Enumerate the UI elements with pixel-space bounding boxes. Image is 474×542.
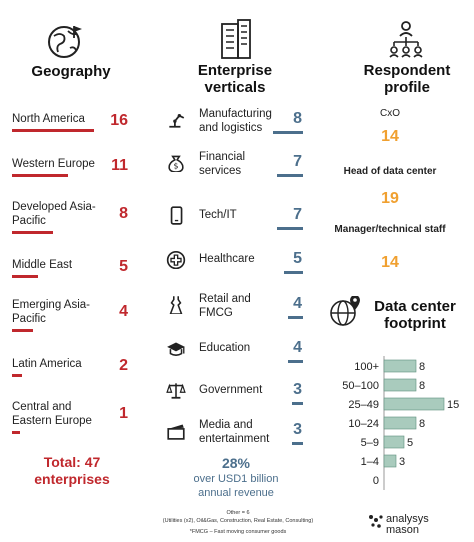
vertical-bar xyxy=(276,227,303,230)
analysys-mason-logo-icon xyxy=(368,514,384,530)
location-network-icon xyxy=(326,296,360,332)
vertical-label: Healthcare xyxy=(199,253,255,265)
respondent-title: Respondent profile xyxy=(363,62,451,96)
footprint-tick-label: 25–49 xyxy=(348,399,379,411)
revenue-text: over USD1 billion annual revenue xyxy=(193,473,279,499)
geography-value: 2 xyxy=(119,357,128,374)
vertical-bar xyxy=(284,271,303,274)
vertical-value: 3 xyxy=(293,421,302,438)
analysys-mason-logo-text: analysys mason xyxy=(386,513,429,536)
org-chart-icon xyxy=(388,20,424,58)
geography-label: Middle East xyxy=(12,259,73,271)
geography-label: Central and Eastern Europe xyxy=(12,401,92,427)
geography-total: Total: 47 enterprises xyxy=(34,454,110,487)
vertical-value: 7 xyxy=(293,206,302,223)
vertical-label: Financial services xyxy=(199,151,246,177)
vertical-bar xyxy=(288,316,303,319)
respondent-value-cxo: 14 xyxy=(381,128,399,145)
svg-text:$: $ xyxy=(174,162,179,171)
scales-icon xyxy=(166,380,186,400)
footprint-value-label: 3 xyxy=(399,456,405,468)
money-bag-icon: $ xyxy=(166,152,186,172)
footprint-tick-label: 5–9 xyxy=(361,437,379,449)
respondent-value-head-dc: 19 xyxy=(381,190,399,207)
geography-bar xyxy=(12,231,53,234)
vertical-bar xyxy=(273,131,303,134)
footprint-value-label: 5 xyxy=(407,437,413,449)
vertical-value: 5 xyxy=(293,250,302,267)
respondent-value-manager: 14 xyxy=(381,254,399,271)
respondent-label-manager: Manager/technical staff xyxy=(334,224,446,235)
dress-icon xyxy=(166,294,186,314)
robot-arm-icon xyxy=(166,109,186,129)
geography-bar xyxy=(12,129,94,132)
geography-value: 1 xyxy=(119,405,128,422)
footnote-fmcg: *FMCG – Fast moving consumer goods xyxy=(189,529,287,535)
revenue-percent: 28% xyxy=(221,455,251,471)
geography-value: 4 xyxy=(119,303,128,320)
vertical-value: 7 xyxy=(293,153,302,170)
vertical-label: Tech/IT xyxy=(199,209,237,221)
geography-value: 5 xyxy=(119,258,128,275)
footprint-tick-label: 0 xyxy=(373,475,379,487)
footprint-tick-label: 100+ xyxy=(354,361,379,373)
graduation-cap-icon xyxy=(166,338,186,358)
vertical-label: Education xyxy=(199,342,251,354)
footprint-bar xyxy=(383,397,445,411)
vertical-bar xyxy=(276,174,303,177)
geography-label: Developed Asia-Pacific xyxy=(12,201,96,227)
vertical-label: Retail and FMCG xyxy=(199,293,251,319)
geography-label: North America xyxy=(12,113,85,125)
footprint-tick-label: 10–24 xyxy=(348,418,379,430)
smartphone-icon xyxy=(166,205,186,225)
footnote-other-detail: (Utilities (x2), Oil&Gas, Construction, … xyxy=(162,518,314,524)
respondent-label-cxo: CxO xyxy=(380,108,400,119)
vertical-value: 4 xyxy=(293,339,302,356)
vertical-bar xyxy=(288,360,303,363)
geography-title: Geography xyxy=(31,63,111,80)
respondent-label-head-dc: Head of data center xyxy=(343,166,437,177)
vertical-value: 8 xyxy=(293,110,302,127)
vertical-value: 4 xyxy=(293,295,302,312)
geography-bar xyxy=(12,374,23,377)
footprint-value-label: 15 xyxy=(447,399,459,411)
footprint-bar xyxy=(383,416,417,430)
footprint-tick-label: 50–100 xyxy=(342,380,379,392)
footprint-title: Data center footprint xyxy=(374,298,456,332)
verticals-title: Enterprise verticals xyxy=(197,62,273,96)
medical-cross-icon xyxy=(166,249,186,269)
footprint-value-label: 8 xyxy=(419,361,425,373)
vertical-label: Government xyxy=(199,384,263,396)
vertical-label: Manufacturing and logistics xyxy=(199,108,272,134)
geography-label: Emerging Asia-Pacific xyxy=(12,299,90,325)
vertical-value: 3 xyxy=(293,381,302,398)
geography-bar xyxy=(12,329,33,332)
geography-bar xyxy=(12,431,20,434)
geography-value: 16 xyxy=(110,112,128,129)
footprint-tick-label: 1–4 xyxy=(361,456,379,468)
footnote-other: Other = 6 xyxy=(226,510,250,516)
geography-bar xyxy=(12,275,38,278)
footprint-bar xyxy=(383,435,405,449)
geography-bar xyxy=(12,174,69,177)
vertical-bar xyxy=(291,402,303,405)
footprint-value-label: 8 xyxy=(419,418,425,430)
globe-icon xyxy=(46,22,86,60)
clapperboard-icon xyxy=(166,420,186,440)
footprint-value-label: 8 xyxy=(419,380,425,392)
geography-value: 8 xyxy=(119,205,128,222)
footprint-bar xyxy=(383,378,417,392)
vertical-bar xyxy=(291,442,303,445)
vertical-label: Media and entertainment xyxy=(199,419,270,445)
footprint-chart: 100+ 8 50–100 8 25–49 15 10–24 8 5–9 5 1–4 3 0 xyxy=(342,356,459,490)
footprint-bar xyxy=(383,454,397,468)
office-building-icon xyxy=(218,18,254,60)
geography-value: 11 xyxy=(111,157,128,174)
geography-label: Latin America xyxy=(12,358,82,370)
footprint-bar xyxy=(383,359,417,373)
geography-label: Western Europe xyxy=(12,158,95,170)
